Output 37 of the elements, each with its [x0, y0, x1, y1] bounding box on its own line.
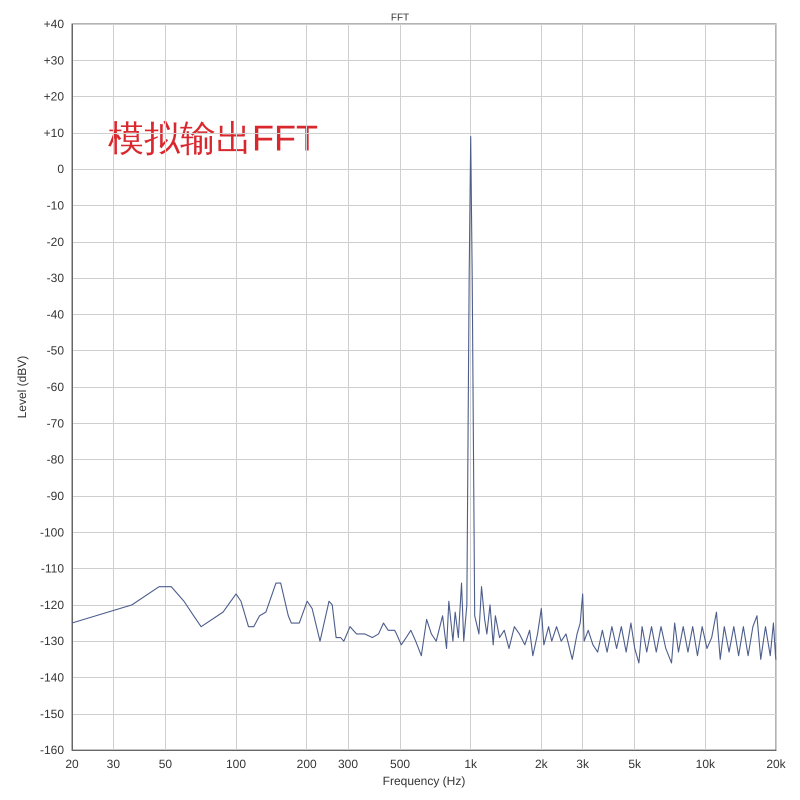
- x-tick-label: 20k: [766, 757, 787, 772]
- x-tick-label: 3k: [576, 757, 590, 772]
- y-tick-label: -10: [46, 198, 64, 213]
- x-tick-label: 50: [158, 757, 172, 772]
- x-tick-label: 100: [226, 757, 246, 772]
- chart-title: FFT: [390, 12, 410, 24]
- x-tick-label: 2k: [534, 757, 549, 772]
- y-tick-label: +30: [44, 53, 64, 68]
- y-axis-title: Level (dBV): [15, 356, 29, 418]
- y-tick-label: -90: [46, 488, 64, 503]
- y-tick-label: +40: [44, 17, 64, 31]
- y-tick-label: +10: [44, 126, 64, 140]
- x-tick-label: 20: [65, 757, 79, 772]
- y-tick-label: -140: [40, 670, 64, 684]
- y-tick-label: 0: [57, 162, 64, 176]
- x-tick-label: 5k: [628, 757, 642, 772]
- x-tick-label: 300: [338, 757, 358, 772]
- y-tick-label: +20: [44, 90, 64, 104]
- y-tick-label: -50: [46, 344, 64, 358]
- y-tick-label: -130: [40, 634, 64, 648]
- x-tick-label: 30: [106, 757, 120, 772]
- y-tick-label: -160: [40, 743, 64, 758]
- y-tick-label: -70: [46, 416, 64, 430]
- y-tick-label: -20: [46, 234, 64, 249]
- x-tick-label: 10k: [696, 757, 716, 772]
- y-tick-label: -30: [46, 271, 64, 286]
- y-tick-label: -110: [40, 562, 64, 576]
- y-tick-label: -120: [40, 598, 64, 612]
- x-tick-label: 1k: [464, 757, 478, 772]
- y-tick-label: -80: [46, 452, 64, 467]
- x-tick-label: 200: [296, 757, 317, 772]
- x-axis-title: Frequency (Hz): [382, 774, 466, 788]
- y-tick-label: -60: [46, 380, 64, 394]
- y-tick-label: -150: [40, 706, 64, 721]
- x-tick-label: 500: [390, 757, 410, 772]
- y-tick-label: -100: [40, 525, 64, 540]
- y-tick-label: -40: [46, 307, 64, 322]
